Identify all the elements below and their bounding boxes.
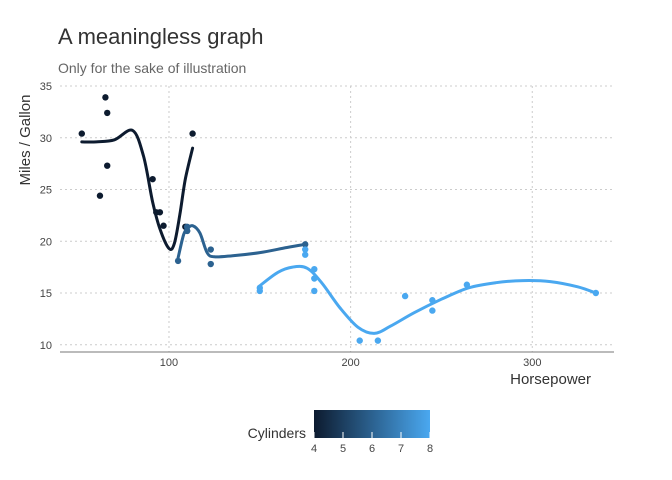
data-point: [104, 162, 111, 169]
data-point: [302, 246, 309, 253]
chart-title: A meaningless graph: [58, 24, 263, 49]
x-tick-label: 300: [523, 357, 541, 369]
data-point: [311, 275, 318, 282]
grid-lines: [60, 85, 614, 352]
data-point: [592, 289, 600, 297]
x-tick-label: 100: [160, 357, 178, 369]
data-point: [189, 130, 196, 137]
legend-tick-label: 7: [398, 443, 404, 455]
data-point: [160, 222, 167, 229]
data-point: [463, 281, 471, 288]
data-point: [356, 337, 363, 344]
legend-tick-label: 5: [340, 443, 346, 455]
x-tick-label: 200: [341, 357, 359, 369]
data-point: [156, 209, 164, 216]
y-tick-label: 10: [40, 340, 52, 352]
y-tick-label: 15: [40, 288, 52, 300]
data-point: [374, 337, 382, 344]
data-point: [207, 260, 214, 268]
data-point: [401, 292, 409, 300]
legend-title: Cylinders: [248, 425, 306, 441]
scatter-points: [78, 94, 600, 344]
data-point: [96, 192, 104, 199]
smooth-lines: [80, 128, 598, 335]
smooth-line-cyl-8: [258, 264, 598, 335]
data-point: [311, 287, 318, 295]
y-tick-label: 35: [40, 81, 52, 93]
legend-ticks: 4 5 6 7 8: [311, 432, 433, 455]
y-axis-title: Miles / Gallon: [17, 95, 34, 186]
legend-tick-label: 4: [311, 443, 317, 455]
data-point: [174, 257, 182, 265]
data-point: [183, 223, 191, 230]
legend-tick-label: 8: [427, 443, 433, 455]
data-point: [102, 94, 109, 101]
data-point: [429, 307, 436, 314]
legend-tick-label: 6: [369, 443, 375, 455]
axis-ticks: 10 15 20 25 30 35 100 200 300: [40, 81, 542, 369]
data-point: [104, 109, 111, 117]
x-axis-title: Horsepower: [510, 371, 591, 388]
data-point: [429, 297, 436, 304]
y-tick-label: 20: [40, 236, 52, 248]
y-tick-label: 30: [40, 133, 52, 145]
smooth-line-cyl-4: [80, 128, 195, 251]
y-tick-label: 25: [40, 185, 52, 197]
chart-subtitle: Only for the sake of illustration: [58, 60, 246, 76]
data-point: [302, 251, 309, 258]
data-point: [207, 246, 214, 253]
data-point: [302, 241, 309, 248]
data-point: [149, 175, 156, 183]
data-point: [311, 265, 318, 273]
data-point: [256, 287, 264, 295]
data-point: [78, 130, 85, 137]
